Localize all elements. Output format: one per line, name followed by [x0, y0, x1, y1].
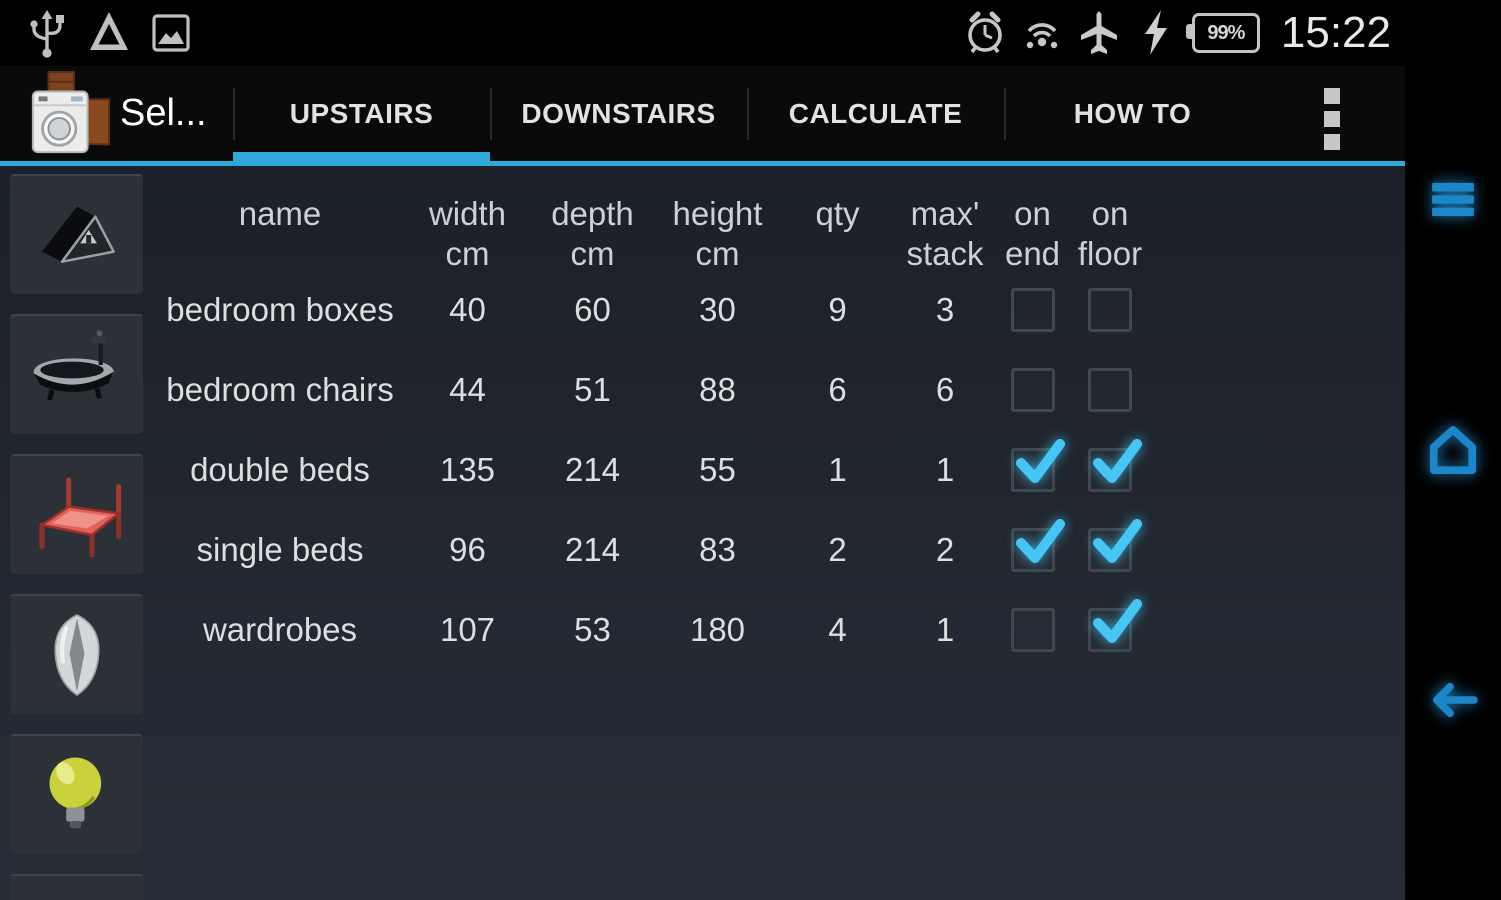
column-header-on: on floor	[1077, 195, 1143, 272]
checkbox-on-floor[interactable]	[1088, 448, 1132, 492]
cell-depth-cm: 53	[574, 611, 611, 648]
sidebar-item-bedroom[interactable]	[10, 454, 143, 574]
bedroom-icon	[22, 463, 132, 567]
tab-upstairs[interactable]: UPSTAIRS	[233, 66, 490, 161]
cell-depth-cm: 214	[564, 451, 621, 488]
cell-width-cm: 96	[449, 531, 486, 568]
cell-max-stack: 1	[935, 451, 955, 488]
cell-width-cm: 44	[449, 371, 486, 408]
cell-depth-cm: 51	[574, 371, 611, 408]
cell-max-stack: 3	[935, 291, 955, 328]
category-sidebar	[10, 174, 143, 900]
check-icon	[1010, 512, 1068, 570]
cell-depth-cm: 60	[574, 291, 611, 328]
cell-qty: 4	[828, 611, 847, 648]
empty-icon	[22, 883, 132, 900]
column-header-max: max' stack	[906, 195, 984, 272]
tab-downstairs[interactable]: DOWNSTAIRS	[490, 66, 747, 161]
cell-qty: 2	[828, 531, 847, 568]
recent-apps-button[interactable]	[1405, 145, 1501, 255]
sidebar-item-empty[interactable]	[10, 874, 143, 900]
checkbox-on-floor[interactable]	[1088, 528, 1132, 572]
battery-indicator: 99%	[1185, 13, 1260, 53]
checkbox-on-floor[interactable]	[1088, 608, 1132, 652]
vase-icon	[22, 603, 132, 707]
overflow-menu-icon[interactable]	[1322, 86, 1342, 152]
checkbox-on-end[interactable]	[1010, 448, 1055, 492]
cell-depth-cm: 214	[564, 531, 621, 568]
status-bar: 99% 15:22	[0, 0, 1501, 66]
bathroom-icon	[22, 323, 132, 427]
checkbox-on-end[interactable]	[1010, 368, 1055, 412]
cell-name: double beds	[190, 451, 370, 488]
checkbox-on-floor[interactable]	[1088, 368, 1132, 412]
tab-label: UPSTAIRS	[289, 97, 434, 129]
airplane-icon	[1078, 7, 1120, 59]
sidebar-item-attic[interactable]	[10, 174, 143, 294]
check-icon	[1087, 512, 1145, 570]
check-icon	[1010, 432, 1068, 490]
sidebar-item-vase[interactable]	[10, 594, 143, 714]
selected-tab-indicator	[233, 152, 490, 166]
cell-height-cm: 88	[699, 371, 736, 408]
tab-bar: UPSTAIRS DOWNSTAIRS CALCULATE HOW TO	[0, 66, 1300, 161]
checkbox-on-end[interactable]	[1010, 608, 1055, 652]
cell-qty: 9	[828, 291, 847, 328]
back-button[interactable]	[1405, 645, 1501, 755]
tab-label: DOWNSTAIRS	[521, 97, 716, 129]
cell-width-cm: 107	[439, 611, 496, 648]
home-button[interactable]	[1405, 395, 1501, 505]
status-clock: 15:22	[1280, 8, 1391, 57]
gallery-icon	[150, 7, 192, 59]
tab-how-to[interactable]: HOW TO	[1004, 66, 1261, 161]
check-icon	[1087, 592, 1145, 650]
column-header-depth: depth cm	[551, 195, 634, 272]
tab-calculate[interactable]: CALCULATE	[747, 66, 1004, 161]
cell-name: single beds	[196, 531, 364, 568]
column-header-width: width cm	[428, 195, 507, 272]
usb-icon	[26, 7, 68, 59]
hotspot-icon	[1021, 7, 1063, 59]
column-header-name: name	[238, 195, 322, 232]
checkbox-on-floor[interactable]	[1088, 288, 1132, 332]
cell-name: bedroom boxes	[166, 291, 394, 328]
cell-max-stack: 1	[935, 611, 955, 648]
system-nav-bar	[1405, 0, 1501, 900]
status-bar-notification-icons	[26, 0, 192, 66]
alarm-icon	[964, 7, 1006, 59]
sidebar-item-bulb[interactable]	[10, 734, 143, 854]
sidebar-item-bathroom[interactable]	[10, 314, 143, 434]
app-title: Sel...	[120, 92, 207, 134]
battery-percent: 99%	[1207, 21, 1245, 44]
cell-height-cm: 55	[699, 451, 736, 488]
bulb-icon	[22, 743, 132, 847]
cell-qty: 6	[828, 371, 847, 408]
column-header-height: height cm	[672, 195, 763, 272]
cell-height-cm: 30	[699, 291, 736, 328]
cell-max-stack: 2	[935, 531, 955, 568]
check-icon	[1087, 432, 1145, 490]
column-header-qty: qty	[815, 195, 860, 232]
cell-max-stack: 6	[935, 371, 955, 408]
cell-width-cm: 40	[449, 291, 486, 328]
column-header-on: on end	[1004, 195, 1061, 272]
tab-label: CALCULATE	[788, 97, 963, 129]
app-bar: Sel... UPSTAIRS DOWNSTAIRS CALCULATE HOW…	[0, 66, 1405, 166]
attic-icon	[22, 183, 132, 287]
drive-icon	[88, 7, 130, 59]
cell-width-cm: 135	[439, 451, 496, 488]
checkbox-on-end[interactable]	[1010, 288, 1055, 332]
furniture-table: name width cm depth cm height cm qty max…	[155, 190, 1150, 670]
cell-name: bedroom chairs	[166, 371, 394, 408]
tab-label: HOW TO	[1073, 97, 1192, 129]
charging-icon	[1135, 7, 1177, 59]
cell-height-cm: 180	[689, 611, 746, 648]
cell-height-cm: 83	[699, 531, 736, 568]
checkbox-on-end[interactable]	[1010, 528, 1055, 572]
content-area: name width cm depth cm height cm qty max…	[0, 166, 1405, 900]
cell-qty: 1	[828, 451, 847, 488]
status-bar-system-icons: 99% 15:22	[964, 0, 1391, 66]
cell-name: wardrobes	[202, 611, 358, 648]
